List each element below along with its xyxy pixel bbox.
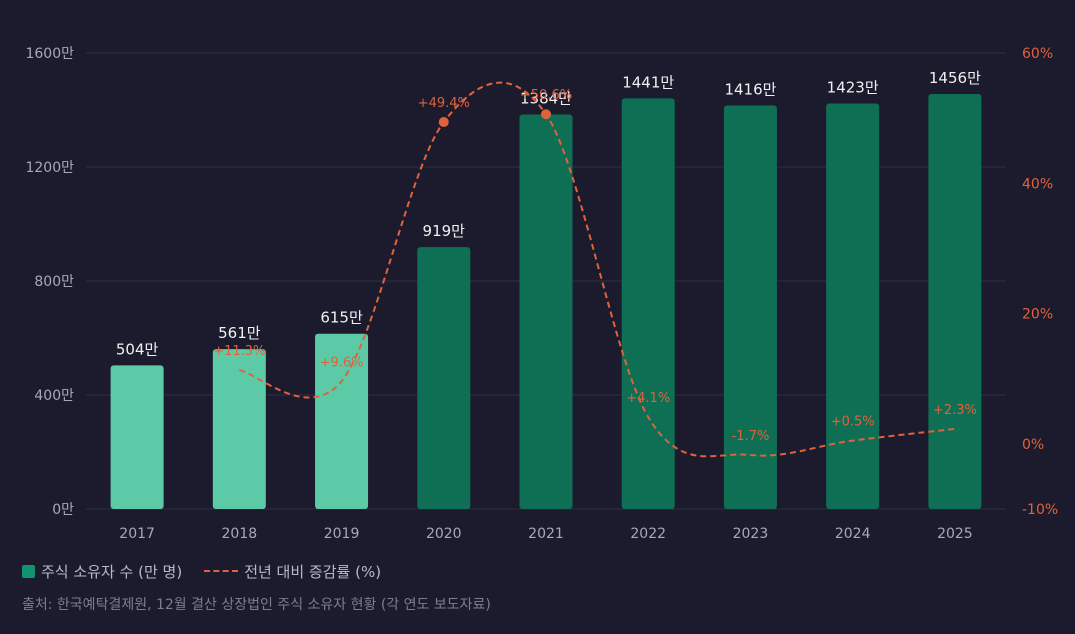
y-right-tick-label: 40%	[1022, 176, 1053, 192]
bar-value-label: 504만	[116, 340, 159, 358]
x-tick-label: 2024	[835, 526, 871, 542]
bar-value-label: 919만	[423, 222, 466, 240]
bar-value-label: 561만	[218, 324, 261, 342]
growth-rate-label: +4.1%	[626, 391, 670, 406]
y-left-tick-label: 1600만	[25, 46, 74, 62]
growth-rate-label: -1.7%	[732, 429, 770, 444]
legend-line-swatch	[204, 570, 239, 572]
bar-value-label: 615만	[320, 309, 363, 327]
x-tick-label: 2021	[528, 526, 564, 542]
y-left-tick-label: 400만	[34, 388, 74, 404]
y-left-tick-label: 0만	[52, 502, 74, 518]
growth-rate-point	[438, 117, 449, 128]
legend-bar-label: 주식 소유자 수 (만 명)	[41, 562, 183, 581]
y-left-tick-label: 800만	[34, 274, 74, 290]
x-tick-label: 2023	[733, 526, 769, 542]
legend-bar-swatch	[22, 564, 35, 578]
y-right-tick-label: 20%	[1022, 307, 1053, 323]
y-right-tick-label: -10%	[1022, 502, 1058, 518]
growth-rate-label: +49.4%	[418, 96, 470, 111]
y-right-tick-label: 0%	[1022, 437, 1044, 453]
x-tick-label: 2017	[119, 526, 155, 542]
x-tick-label: 2018	[222, 526, 258, 542]
legend-line-label: 전년 대비 증감률 (%)	[244, 562, 382, 581]
bar-value-label: 1384만	[520, 90, 572, 108]
legend: 주식 소유자 수 (만 명) 전년 대비 증감률 (%)	[22, 560, 381, 582]
growth-rate-label: +50.6%	[520, 88, 572, 103]
growth-rate-point	[541, 109, 551, 120]
growth-rate-label: +2.3%	[933, 403, 977, 418]
bar	[621, 98, 675, 509]
x-tick-label: 2020	[426, 526, 462, 542]
growth-rate-label: +9.6%	[320, 355, 364, 370]
bar	[519, 114, 573, 509]
growth-rate-label: +11.3%	[213, 344, 265, 359]
bar	[212, 349, 266, 509]
bar	[110, 365, 164, 509]
bar	[417, 247, 471, 509]
growth-rate-label: +0.5%	[831, 415, 875, 430]
combo-chart: 0만 400만 800만 1200만 1600만 -10% 0% 20% 40% 60% 2017 2…	[25, 46, 1058, 542]
bar-value-label: 1416만	[724, 80, 776, 98]
x-tick-label: 2022	[630, 526, 666, 542]
bar	[928, 94, 982, 509]
bar-value-label: 1441만	[622, 73, 674, 91]
bar	[315, 333, 369, 509]
bar	[826, 103, 880, 509]
bar-value-label: 1423만	[827, 78, 879, 96]
growth-rate-line	[239, 81, 956, 458]
x-tick-label: 2019	[324, 526, 360, 542]
y-left-tick-label: 1200만	[25, 160, 74, 176]
source-note: 출처: 한국예탁결제원, 12월 결산 상장법인 주식 소유자 현황 (각 연도…	[22, 597, 491, 613]
bar-value-label: 1456만	[929, 69, 981, 87]
y-right-tick-label: 60%	[1022, 46, 1053, 62]
bar	[723, 105, 777, 509]
x-tick-label: 2025	[937, 526, 973, 542]
